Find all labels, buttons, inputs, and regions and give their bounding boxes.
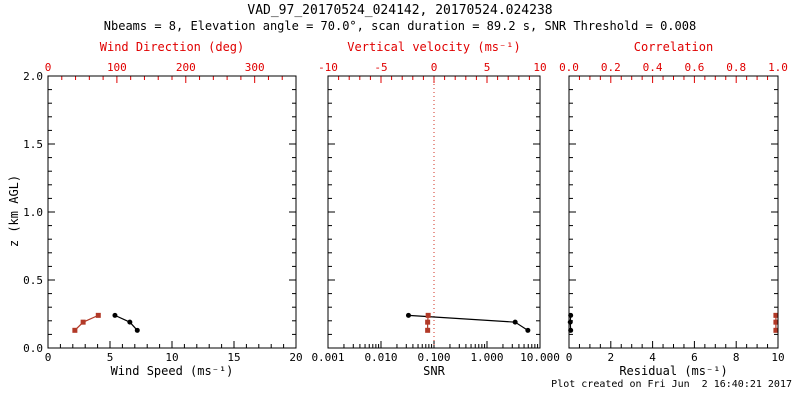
top_axis-tick-label: 1.0 — [768, 61, 788, 74]
bottom_axis-tick-label: 6 — [691, 351, 698, 364]
z-axis-label: z (km AGL) — [7, 174, 21, 248]
panel-frame — [568, 75, 779, 349]
top_axis-tick-label: 0 — [431, 61, 438, 74]
wind-direction-point — [72, 327, 78, 333]
top_axis-tick-label: 10 — [533, 61, 546, 74]
plot-subtitle: Nbeams = 8, Elevation angle = 70.0°, sca… — [103, 19, 697, 33]
wind-speed-point — [134, 327, 140, 333]
wind-speed-point — [127, 319, 133, 325]
wind-direction-point — [80, 319, 86, 325]
bottom_axis-tick-label: 10.000 — [520, 351, 560, 364]
vertical-velocity-point — [425, 312, 431, 318]
top_axis-tick-label: 5 — [484, 61, 491, 74]
snr-point — [405, 312, 411, 318]
snr-axis-label: SNR — [423, 364, 445, 378]
wind-speed-axis-label: Wind Speed (ms⁻¹) — [110, 364, 234, 378]
y-tick-label: 1.0 — [23, 206, 43, 219]
vertical-velocity-axis-label: Vertical velocity (ms⁻¹) — [347, 40, 521, 54]
bottom_axis-tick-label: 1.000 — [470, 351, 503, 364]
wind-direction-line — [74, 314, 99, 331]
y-tick-label: 2.0 — [23, 70, 43, 83]
bottom_axis-tick-label: 4 — [649, 351, 656, 364]
bottom_axis-tick-label: 5 — [107, 351, 114, 364]
y-tick-label: 1.5 — [23, 138, 43, 151]
top_axis-tick-label: 0.4 — [643, 61, 663, 74]
wind-direction-axis-label: Wind Direction (deg) — [99, 40, 245, 54]
wind-speed-line — [114, 314, 138, 331]
wind-speed-point — [112, 312, 118, 318]
plot-timestamp: Plot created on Fri Jun 2 16:40:21 2017 — [551, 379, 792, 390]
top_axis-tick-label: 0.2 — [601, 61, 621, 74]
bottom_axis-tick-label: 2 — [607, 351, 614, 364]
top_axis-tick-label: 200 — [176, 61, 196, 74]
bottom_axis-tick-label: 0 — [45, 351, 52, 364]
top_axis-tick-label: 0.6 — [684, 61, 704, 74]
bottom_axis-tick-label: 10 — [165, 351, 178, 364]
top_axis-tick-label: -10 — [318, 61, 338, 74]
bottom_axis-tick-label: 0.100 — [417, 351, 450, 364]
panel-frame — [327, 75, 541, 349]
top_axis-tick-label: 0 — [45, 61, 52, 74]
panel-frame — [47, 75, 297, 349]
bottom_axis-tick-label: 15 — [227, 351, 240, 364]
correlation-point — [773, 312, 779, 318]
top_axis-tick-label: 0.8 — [726, 61, 746, 74]
bottom_axis-tick-label: 20 — [289, 351, 302, 364]
correlation-point — [773, 319, 779, 325]
correlation-axis-label: Correlation — [633, 40, 714, 54]
bottom_axis-tick-label: 10 — [771, 351, 784, 364]
bottom_axis-tick-label: 0.001 — [311, 351, 344, 364]
plot-title: VAD_97_20170524_024142, 20170524.024238 — [247, 3, 553, 18]
vertical-velocity-point — [425, 327, 431, 333]
bottom_axis-tick-label: 0.010 — [364, 351, 397, 364]
correlation-point — [773, 327, 779, 333]
top_axis-tick-label: 0.0 — [559, 61, 579, 74]
y-tick-label: 0.0 — [23, 342, 43, 355]
wind-direction-point — [95, 312, 101, 318]
bottom_axis-tick-label: 0 — [566, 351, 573, 364]
vertical-velocity-point — [425, 319, 431, 325]
residual-axis-label: Residual (ms⁻¹) — [619, 364, 728, 378]
snr-point — [525, 327, 531, 333]
top_axis-tick-label: -5 — [374, 61, 387, 74]
snr-point — [512, 319, 518, 325]
top_axis-tick-label: 100 — [107, 61, 127, 74]
top_axis-tick-label: 300 — [245, 61, 265, 74]
bottom_axis-tick-label: 8 — [733, 351, 740, 364]
y-tick-label: 0.5 — [23, 274, 43, 287]
